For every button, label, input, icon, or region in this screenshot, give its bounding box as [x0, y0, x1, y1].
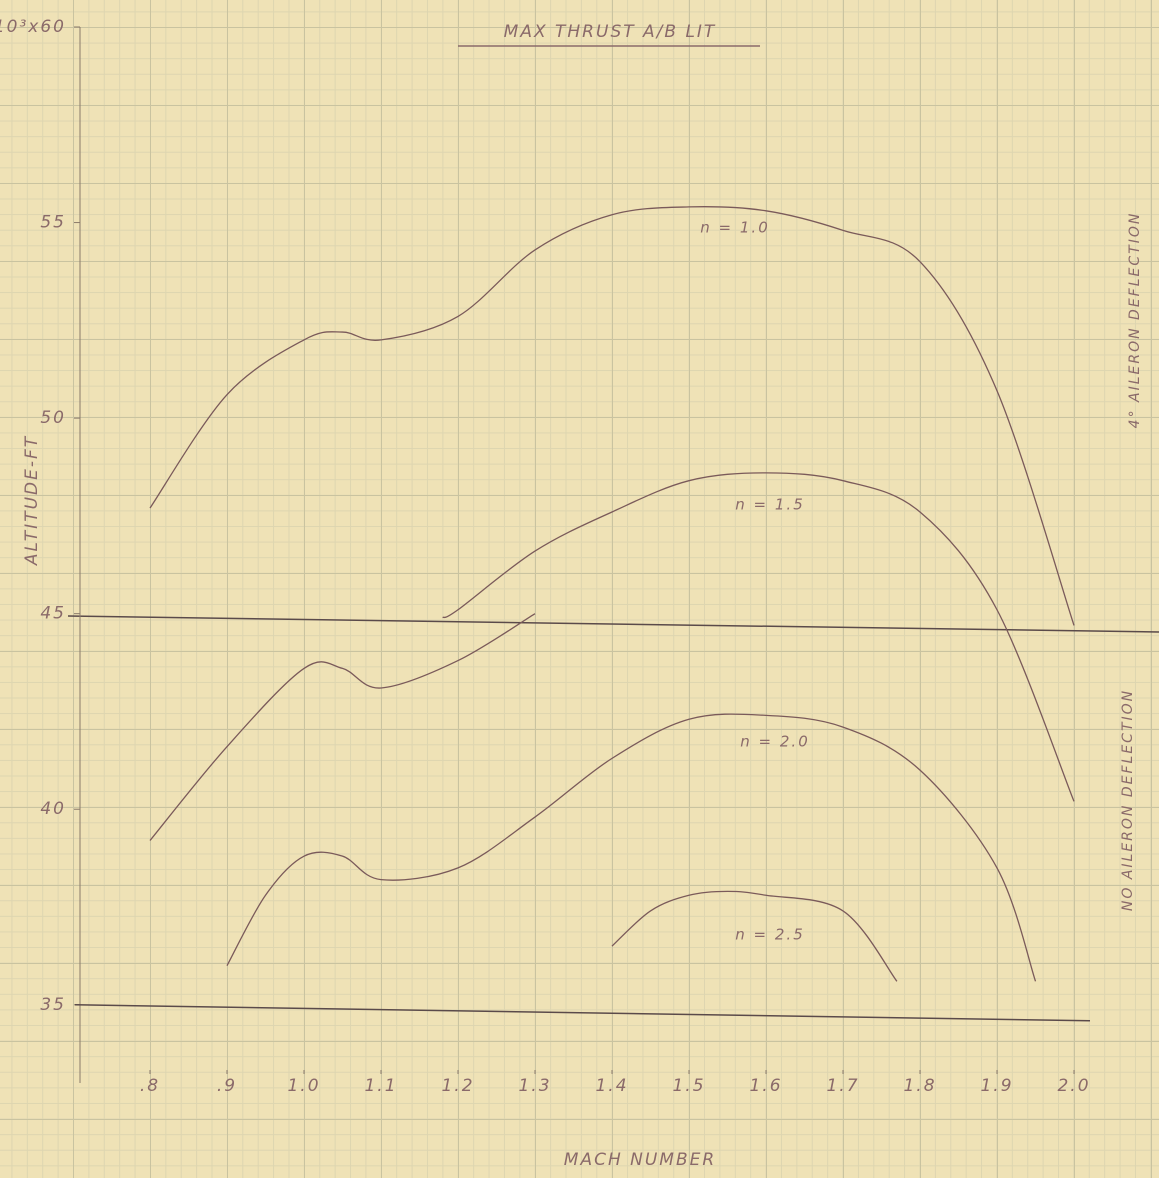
x-tick-label: 1.7	[826, 1076, 859, 1096]
series-label: n = 1.5	[735, 496, 804, 514]
annotation: NO AILERON DEFLECTION	[1120, 689, 1136, 911]
x-axis-label: MACH NUMBER	[564, 1150, 716, 1170]
x-tick-label: .9	[217, 1076, 237, 1096]
y-axis-label: ALTITUDE-FT	[22, 435, 42, 566]
x-tick-label: 2.0	[1057, 1076, 1090, 1096]
series-label: n = 2.5	[735, 926, 804, 944]
series-line	[442, 472, 1075, 802]
series-label: n = 2.0	[740, 733, 809, 751]
y-tick-label: 50	[40, 408, 66, 428]
deflection-boundary	[67, 615, 1159, 633]
x-tick-label: 1.8	[903, 1076, 936, 1096]
y-tick-label: 45	[40, 604, 66, 624]
y-tick-label: 40	[40, 799, 66, 819]
x-tick-label: 1.4	[595, 1076, 628, 1096]
x-axis	[74, 1004, 1091, 1022]
x-tick-label: 1.1	[364, 1076, 397, 1096]
series-label: n = 1.0	[700, 219, 769, 237]
series-line	[226, 713, 1037, 982]
y-tick-label: 10³x60	[0, 17, 66, 37]
x-tick-label: 1.9	[980, 1076, 1013, 1096]
y-tick-label: 35	[40, 995, 66, 1015]
x-tick-label: 1.2	[441, 1076, 474, 1096]
x-tick-label: 1.3	[518, 1076, 551, 1096]
x-tick-label: 1.5	[672, 1076, 705, 1096]
y-tick-label: 55	[40, 213, 66, 233]
x-tick-label: .8	[140, 1076, 160, 1096]
series-line	[149, 206, 1075, 626]
x-tick-label: 1.6	[749, 1076, 782, 1096]
chart-title: MAX THRUST A/B LIT	[504, 22, 717, 42]
x-tick-label: 1.0	[287, 1076, 320, 1096]
series-line	[611, 890, 898, 982]
series-line	[149, 613, 536, 841]
annotation: 4° AILERON DEFLECTION	[1127, 212, 1143, 429]
